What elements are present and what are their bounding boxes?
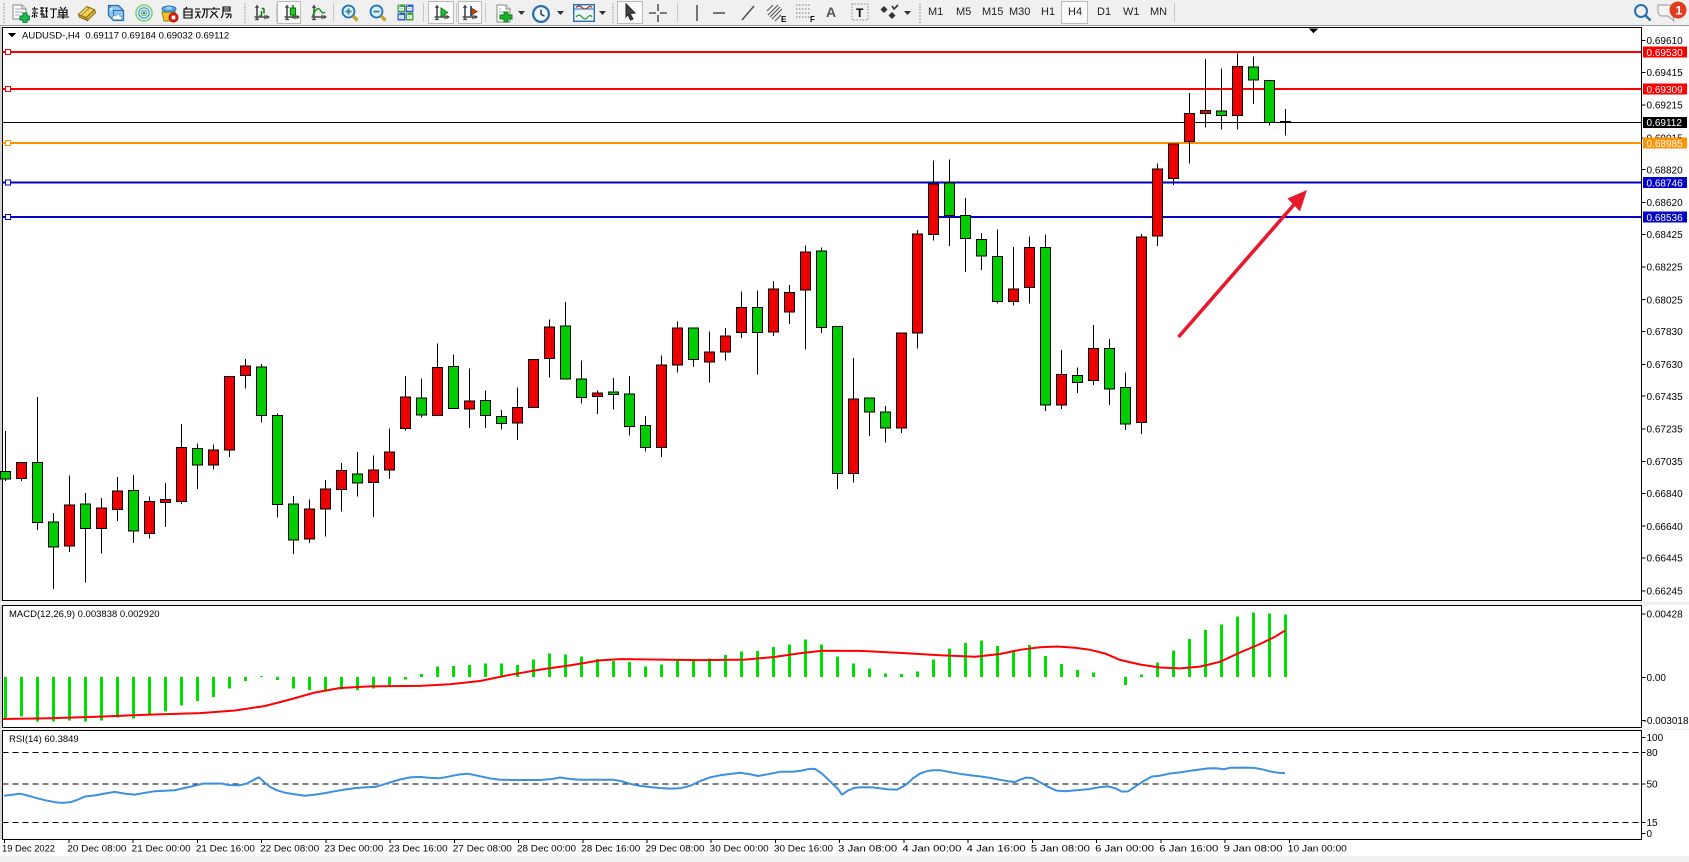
svg-text:-0.003018: -0.003018 <box>1644 716 1689 727</box>
svg-text:6 Jan 16:00: 6 Jan 16:00 <box>1159 844 1218 854</box>
svg-text:0.68985: 0.68985 <box>1647 139 1684 150</box>
svg-text:0.68536: 0.68536 <box>1647 213 1684 224</box>
svg-text:0.66840: 0.66840 <box>1647 489 1684 500</box>
svg-text:9 Jan 08:00: 9 Jan 08:00 <box>1224 844 1283 854</box>
svg-text:4 Jan 16:00: 4 Jan 16:00 <box>967 844 1026 854</box>
svg-text:RSI(14) 60.3849: RSI(14) 60.3849 <box>9 734 79 745</box>
svg-text:0.69215: 0.69215 <box>1647 101 1684 112</box>
svg-text:30 Dec 16:00: 30 Dec 16:00 <box>774 844 833 854</box>
svg-text:0.69309: 0.69309 <box>1647 85 1684 96</box>
svg-text:0.69530: 0.69530 <box>1647 48 1684 59</box>
svg-text:0: 0 <box>1647 829 1653 840</box>
svg-text:6 Jan 00:00: 6 Jan 00:00 <box>1095 844 1154 854</box>
svg-text:0.67830: 0.67830 <box>1647 327 1684 338</box>
svg-text:100: 100 <box>1647 733 1664 744</box>
svg-text:23 Dec 00:00: 23 Dec 00:00 <box>324 844 383 854</box>
svg-text:0.68820: 0.68820 <box>1647 165 1684 176</box>
svg-text:0.68746: 0.68746 <box>1647 178 1684 189</box>
svg-text:0.69415: 0.69415 <box>1647 68 1684 79</box>
svg-text:50: 50 <box>1647 780 1659 791</box>
svg-text:0.67630: 0.67630 <box>1647 360 1684 371</box>
svg-text:0.00428: 0.00428 <box>1647 609 1684 620</box>
svg-text:0.68225: 0.68225 <box>1647 263 1684 274</box>
svg-text:19 Dec 2022: 19 Dec 2022 <box>2 844 55 854</box>
svg-text:MACD(12,26,9) 0.003838 0.00292: MACD(12,26,9) 0.003838 0.002920 <box>9 609 160 620</box>
svg-text:0.66445: 0.66445 <box>1647 554 1684 565</box>
svg-text:0.66245: 0.66245 <box>1647 586 1684 597</box>
svg-text:0.68425: 0.68425 <box>1647 230 1684 241</box>
svg-text:4 Jan 00:00: 4 Jan 00:00 <box>902 844 961 854</box>
svg-text:0.69112: 0.69112 <box>1647 118 1683 129</box>
svg-text:21 Dec 16:00: 21 Dec 16:00 <box>196 844 255 854</box>
svg-text:28 Dec 00:00: 28 Dec 00:00 <box>517 844 576 854</box>
svg-text:0.68620: 0.68620 <box>1647 198 1684 209</box>
svg-text:29 Dec 08:00: 29 Dec 08:00 <box>646 844 705 854</box>
svg-text:27 Dec 08:00: 27 Dec 08:00 <box>453 844 512 854</box>
svg-text:15: 15 <box>1647 818 1659 829</box>
svg-text:0.00: 0.00 <box>1647 673 1667 684</box>
svg-text:23 Dec 16:00: 23 Dec 16:00 <box>389 844 448 854</box>
svg-text:F: F <box>810 15 815 23</box>
svg-text:T: T <box>856 6 864 20</box>
svg-text:0.67035: 0.67035 <box>1647 457 1684 468</box>
svg-text:20 Dec 08:00: 20 Dec 08:00 <box>67 844 126 854</box>
svg-text:0.69610: 0.69610 <box>1647 36 1684 47</box>
svg-text:30 Dec 00:00: 30 Dec 00:00 <box>710 844 769 854</box>
svg-text:10 Jan 00:00: 10 Jan 00:00 <box>1288 844 1347 854</box>
svg-text:3 Jan 08:00: 3 Jan 08:00 <box>838 844 897 854</box>
svg-text:0.67435: 0.67435 <box>1647 392 1684 403</box>
svg-text:28 Dec 16:00: 28 Dec 16:00 <box>581 844 640 854</box>
svg-text:22 Dec 08:00: 22 Dec 08:00 <box>260 844 319 854</box>
svg-text:1: 1 <box>1676 4 1683 18</box>
svg-text:0.66640: 0.66640 <box>1647 522 1684 533</box>
svg-text:5 Jan 08:00: 5 Jan 08:00 <box>1031 844 1090 854</box>
svg-text:0.68025: 0.68025 <box>1647 295 1684 306</box>
svg-text:21 Dec 00:00: 21 Dec 00:00 <box>132 844 191 854</box>
svg-text:0.67235: 0.67235 <box>1647 425 1684 436</box>
svg-text:80: 80 <box>1647 748 1659 759</box>
svg-text:E: E <box>781 15 787 23</box>
svg-text:AUDUSD-,H4 0.69117 0.69184 0.: AUDUSD-,H4 0.69117 0.69184 0.69032 0.691… <box>22 31 229 42</box>
